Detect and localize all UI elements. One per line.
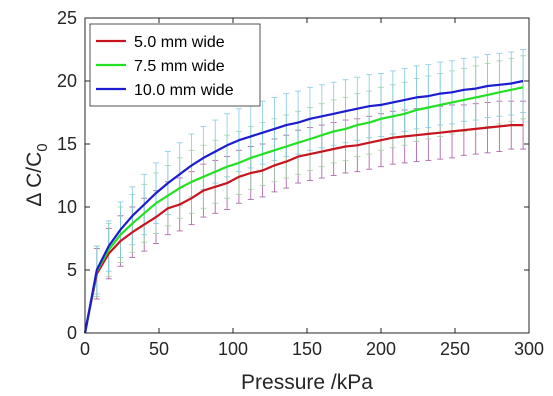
x-tick-label: 100 bbox=[218, 339, 248, 359]
x-tick-label: 150 bbox=[292, 339, 322, 359]
y-axis-title-group: Δ C/C0 bbox=[23, 143, 51, 206]
x-tick-label: 250 bbox=[440, 339, 470, 359]
y-tick-label: 10 bbox=[57, 197, 77, 217]
y-tick-label: 5 bbox=[67, 260, 77, 280]
legend-label: 5.0 mm wide bbox=[134, 34, 225, 51]
series-line-3 bbox=[83, 79, 524, 334]
legend-label: 10.0 mm wide bbox=[134, 82, 234, 99]
y-tick-label: 15 bbox=[57, 134, 77, 154]
legend-items: 5.0 mm wide 7.5 mm wide 10.0 mm wide bbox=[96, 34, 234, 99]
x-axis-ticks: 0 50 100 150 200 250 300 bbox=[80, 18, 544, 359]
y-tick-label: 20 bbox=[57, 71, 77, 91]
series-lines bbox=[83, 79, 524, 334]
series-line-1 bbox=[83, 123, 524, 334]
legend-label: 7.5 mm wide bbox=[134, 58, 225, 75]
x-tick-label: 0 bbox=[80, 339, 90, 359]
y-tick-label: 25 bbox=[57, 8, 77, 28]
y-tick-label: 0 bbox=[67, 323, 77, 343]
y-axis-title-subscript: 0 bbox=[34, 143, 51, 151]
x-tick-label: 50 bbox=[149, 339, 169, 359]
x-axis-title: Pressure /kPa bbox=[241, 371, 373, 394]
x-tick-label: 300 bbox=[514, 339, 544, 359]
x-tick-label: 200 bbox=[366, 339, 396, 359]
legend: 5.0 mm wide 7.5 mm wide 10.0 mm wide bbox=[89, 23, 261, 107]
series-line-2 bbox=[83, 86, 524, 334]
svg-text:Δ C/C0: Δ C/C0 bbox=[23, 143, 51, 206]
y-axis-title: Δ C/C bbox=[23, 152, 46, 207]
y-axis-ticks: 0 5 10 15 20 25 bbox=[57, 8, 529, 343]
